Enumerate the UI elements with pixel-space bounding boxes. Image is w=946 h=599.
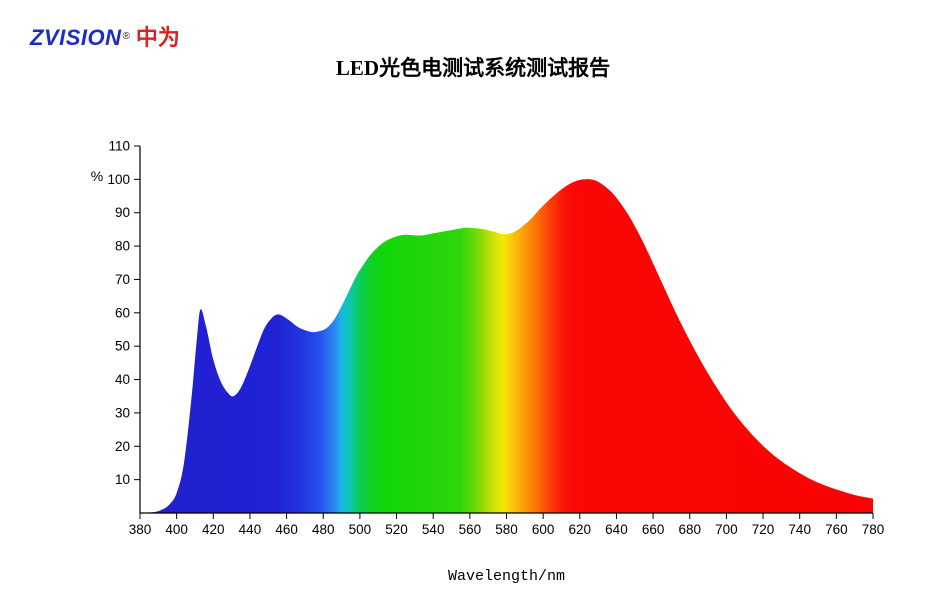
logo: ZVISION® 中为 (30, 20, 180, 52)
x-tick-label: 660 (642, 522, 665, 537)
y-tick-label: 10 (115, 472, 130, 487)
y-axis-unit-label: % (91, 168, 103, 184)
y-tick-label: 60 (115, 305, 130, 320)
y-tick-label: 110 (108, 139, 130, 154)
x-tick-label: 380 (129, 522, 152, 537)
logo-zvision-text: ZVISION (30, 25, 122, 50)
x-tick-label: 440 (239, 522, 262, 537)
spectrum-area (140, 179, 873, 514)
x-tick-label: 680 (678, 522, 701, 537)
x-tick-label: 740 (788, 522, 811, 537)
x-tick-label: 560 (459, 522, 482, 537)
y-tick-label: 90 (115, 205, 130, 220)
y-tick-label: 50 (115, 339, 130, 354)
y-tick-label: 70 (115, 272, 130, 287)
x-tick-label: 420 (202, 522, 225, 537)
x-tick-label: 780 (862, 522, 885, 537)
x-axis-label: Wavelength/nm (448, 568, 565, 585)
registered-trademark-icon: ® (122, 30, 130, 42)
x-tick-label: 400 (165, 522, 188, 537)
y-tick-label: 20 (115, 439, 130, 454)
x-tick-label: 460 (275, 522, 298, 537)
x-tick-label: 700 (715, 522, 738, 537)
x-tick-label: 600 (532, 522, 555, 537)
x-tick-label: 580 (495, 522, 518, 537)
y-tick-label: 40 (115, 372, 130, 387)
x-tick-label: 720 (752, 522, 775, 537)
report-title: LED光色电测试系统测试报告 (335, 56, 611, 80)
logo-chinese-text: 中为 (135, 25, 180, 50)
x-tick-label: 760 (825, 522, 848, 537)
x-tick-label: 500 (349, 522, 372, 537)
y-tick-label: 30 (115, 405, 130, 420)
x-tick-label: 540 (422, 522, 445, 537)
y-tick-label: 80 (115, 239, 130, 254)
x-tick-label: 480 (312, 522, 335, 537)
x-tick-label: 640 (605, 522, 628, 537)
y-tick-label: 100 (107, 172, 130, 187)
x-tick-label: 620 (569, 522, 592, 537)
x-tick-label: 520 (385, 522, 408, 537)
